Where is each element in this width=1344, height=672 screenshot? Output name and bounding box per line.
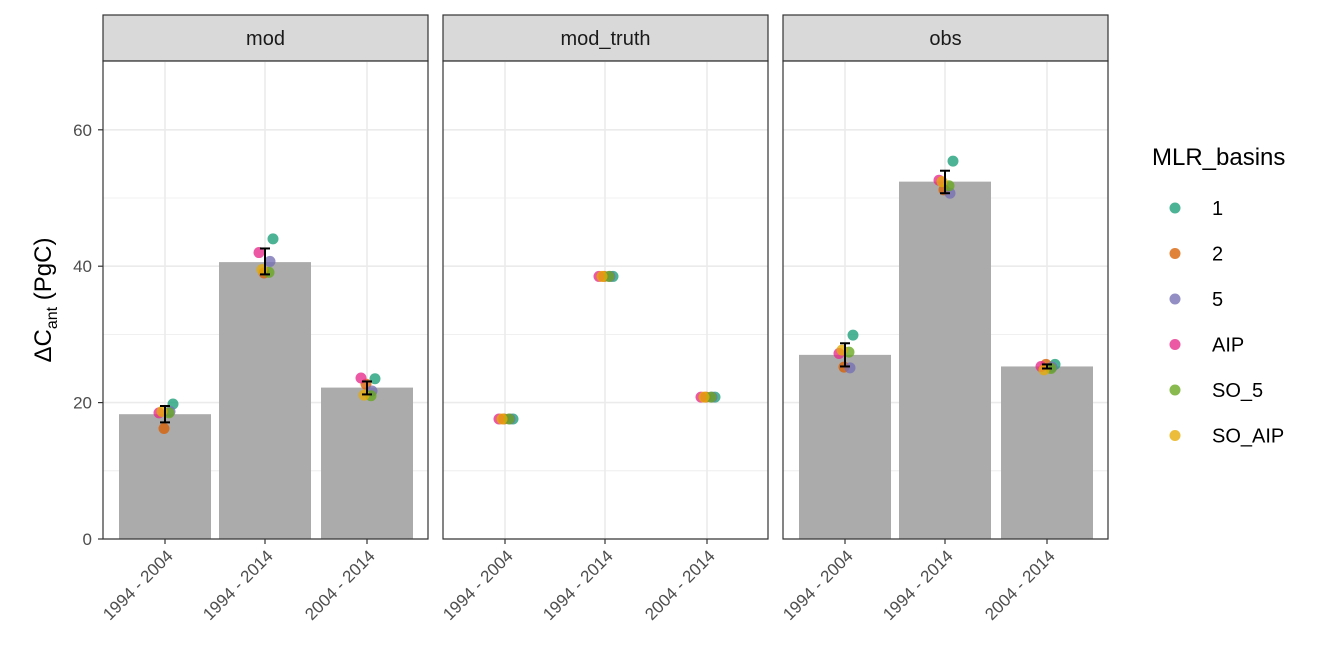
x-tick-label: 1994 - 2014 <box>539 546 617 624</box>
legend-key <box>1169 430 1181 441</box>
error-bar-mod-0 <box>160 405 170 424</box>
y-axis-title: ΔCant (PgC) <box>30 238 61 363</box>
legend-label: SO_AIP <box>1212 426 1284 448</box>
legend-label: SO_5 <box>1212 380 1263 402</box>
point-mod-5-1 <box>264 255 276 267</box>
point-mod-2-0 <box>158 423 170 435</box>
legend-key <box>1169 339 1181 350</box>
x-tick-label: 1994 - 2004 <box>779 546 857 624</box>
error-bar-obs-0 <box>840 342 850 368</box>
point-mod-1-2 <box>369 373 381 385</box>
legend-items: 1 2 5 AIP SO_5 SO_AIP <box>1169 198 1284 448</box>
legend-title: MLR_basins <box>1152 144 1285 171</box>
legend-key <box>1169 202 1181 214</box>
legend-label: 5 <box>1212 289 1223 311</box>
y-tick-label: 60 <box>73 121 92 140</box>
legend-label: 1 <box>1212 198 1223 220</box>
x-tick-label: 2004 - 2014 <box>981 546 1059 624</box>
legend-key <box>1169 293 1181 305</box>
strip-label-mod: mod <box>246 28 285 50</box>
point-mod-AIP-1 <box>253 247 265 259</box>
bar-obs-1 <box>899 181 991 539</box>
bar-mod-2 <box>321 387 413 539</box>
bar-mod-0 <box>119 414 211 539</box>
point-mod_truth-SO_AIP-2 <box>698 391 710 403</box>
legend-label: AIP <box>1212 335 1244 357</box>
strip-label-mod_truth: mod_truth <box>560 28 650 50</box>
y-axis: 0 20 40 60 <box>73 121 103 549</box>
y-tick-label: 40 <box>73 257 92 276</box>
legend-key <box>1169 384 1181 396</box>
x-tick-label: 1994 - 2004 <box>99 546 177 624</box>
x-tick-label: 2004 - 2014 <box>641 546 719 624</box>
y-tick-label: 20 <box>73 394 92 413</box>
legend: MLR_basins 1 2 5 AIP SO_5 SO_AIP <box>1152 144 1285 448</box>
error-bar-obs-1 <box>940 169 950 195</box>
bar-obs-2 <box>1001 366 1093 539</box>
y-axis-title-main: ΔC <box>30 329 57 362</box>
bar-mod-1 <box>219 262 311 539</box>
legend-item-SO_5: SO_5 <box>1169 380 1263 402</box>
point-mod-1-1 <box>267 233 279 245</box>
point-mod_truth-SO_AIP-1 <box>596 270 608 282</box>
legend-item-SO_AIP: SO_AIP <box>1169 426 1284 448</box>
legend-label: 2 <box>1212 244 1223 266</box>
legend-item-1: 1 <box>1169 198 1223 220</box>
panel-mod_truth: mod_truth 1994 - 2004 1994 - 2014 2004 - 20… <box>439 14 769 624</box>
error-bar-mod-1 <box>260 247 270 276</box>
x-tick-label: 1994 - 2014 <box>199 546 277 624</box>
error-bar-mod-2 <box>362 380 372 396</box>
legend-item-AIP: AIP <box>1169 335 1244 357</box>
legend-item-5: 5 <box>1169 289 1223 311</box>
bar-obs-0 <box>799 354 891 539</box>
strip-mod <box>102 14 429 62</box>
point-obs-5-0 <box>844 362 856 374</box>
panel-obs: obs 1994 - 2004 1994 - 2014 2004 - 2014 <box>779 14 1109 624</box>
x-tick-label: 2004 - 2014 <box>301 546 379 624</box>
x-tick-label: 1994 - 2004 <box>439 546 517 624</box>
y-axis-title-sub: ant <box>44 306 61 329</box>
strip-obs <box>782 14 1109 62</box>
legend-item-2: 2 <box>1169 244 1223 266</box>
x-tick-label: 1994 - 2014 <box>879 546 957 624</box>
point-mod_truth-SO_AIP-0 <box>496 413 508 425</box>
strip-mod_truth <box>442 14 769 62</box>
legend-key <box>1169 248 1181 259</box>
strip-label-obs: obs <box>929 28 961 50</box>
y-axis-title-unit: (PgC) <box>30 238 57 307</box>
point-obs-1-1 <box>947 155 959 167</box>
y-tick-label: 0 <box>83 530 92 549</box>
error-bar-obs-2 <box>1042 363 1052 370</box>
point-obs-1-0 <box>847 329 859 341</box>
panel-mod: mod 1994 - 2004 1994 - 2014 2004 - 2014 <box>99 14 429 624</box>
